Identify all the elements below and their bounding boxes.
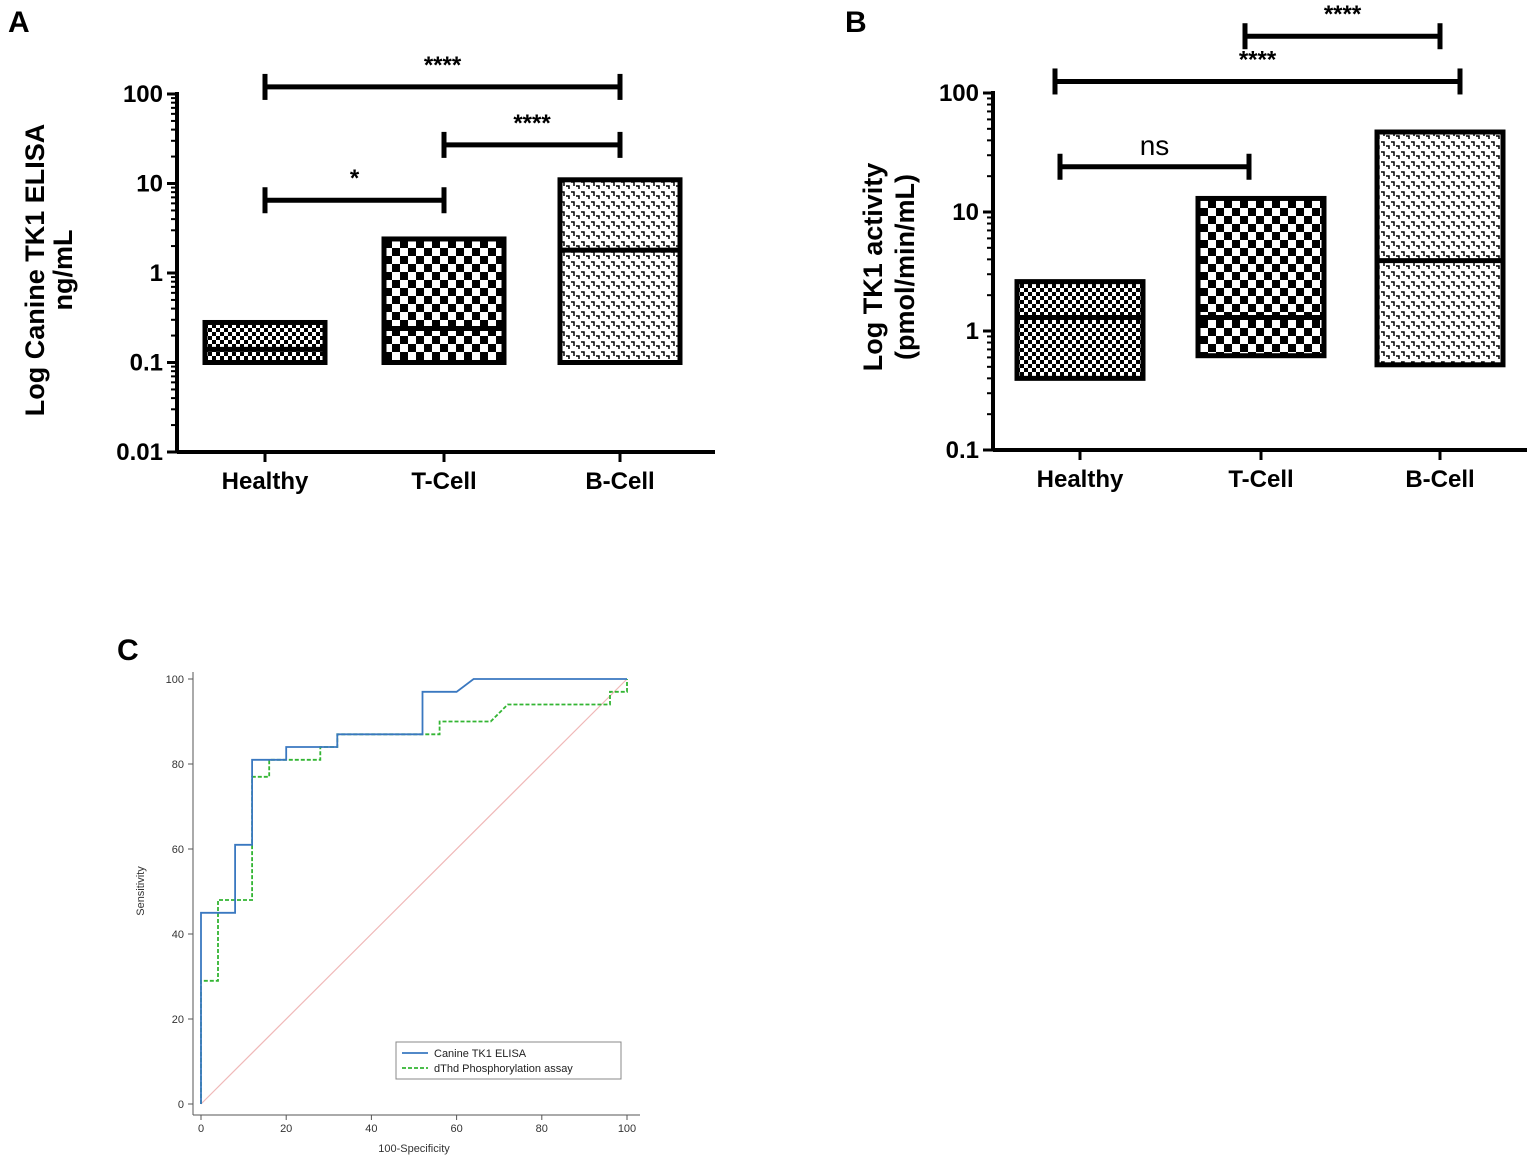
y-axis-label-line2: (pmol/min/mL) [890,174,920,360]
y-tick-label: 100 [166,674,184,686]
series-line-reference [200,678,628,1105]
y-tick-label: 100 [939,80,979,107]
x-category-label: T-Cell [411,468,476,495]
significance-label: * [350,165,360,192]
box-healthy [202,319,328,366]
significance-label: **** [513,110,551,137]
panel-c-roc-chart: 0 0 20 20 40 40 60 60 80 80 100 100 100-Specificity S… [135,672,640,1155]
y-tick-label: 10 [952,199,979,226]
y-tick-label: 0 [178,1099,184,1111]
y-axis-label-line1: Log Canine TK1 ELISA [20,124,50,417]
significance-label: ns [1140,130,1170,161]
legend-entry: dThd Phosphorylation assay [434,1063,573,1075]
x-tick-label: 20 [280,1123,292,1135]
y-tick-label: 0.1 [946,437,979,464]
significance-label: **** [1239,46,1277,73]
y-tick-label: 80 [172,759,184,771]
panel-b-chart: 0.1 1 10 100 Healthy T-Cell B-Cell **** **** ns Lo… [858,1,1527,493]
y-axis-label: Sensitivity [135,866,147,916]
x-category-label: Healthy [1037,466,1124,493]
box-t-cell [381,236,507,366]
y-tick-label: 40 [172,929,184,941]
legend-entry: Canine TK1 ELISA [434,1048,527,1060]
x-tick-label: 60 [450,1123,462,1135]
x-tick-label: 40 [365,1123,377,1135]
y-axis-label-line2: ng/mL [48,230,78,311]
panel-a-letter: A [8,6,30,39]
x-category-label: T-Cell [1228,466,1293,493]
x-tick-label: 0 [198,1123,204,1135]
y-tick-label: 0.1 [130,350,163,377]
x-category-label: Healthy [222,468,309,495]
significance-label: **** [1324,1,1362,28]
series-line-canine-tk1-elisa [200,678,627,1104]
legend-box [395,1041,622,1080]
y-tick-label: 60 [172,844,184,856]
y-axis-label-line1: Log TK1 activity [858,163,888,372]
y-tick-label: 1 [150,260,163,287]
y-tick-label: 1 [966,318,979,345]
series-line-dthd-phosphorylation-assay [200,679,628,1104]
x-tick-label: 100 [618,1123,636,1135]
panel-c-letter: C [117,634,139,667]
x-axis-label: 100-Specificity [378,1143,450,1155]
box-b-cell [557,177,683,365]
box-t-cell [1195,195,1327,359]
x-category-label: B-Cell [1405,466,1474,493]
y-tick-label: 20 [172,1014,184,1026]
box-healthy [1014,279,1146,381]
y-tick-label: 100 [123,81,163,108]
y-tick-label: 0.01 [116,439,163,466]
panel-b-letter: B [845,6,867,39]
x-category-label: B-Cell [585,468,654,495]
x-tick-label: 80 [536,1123,548,1135]
box-b-cell [1374,129,1506,368]
y-tick-label: 10 [136,171,163,198]
significance-label: **** [424,52,462,79]
